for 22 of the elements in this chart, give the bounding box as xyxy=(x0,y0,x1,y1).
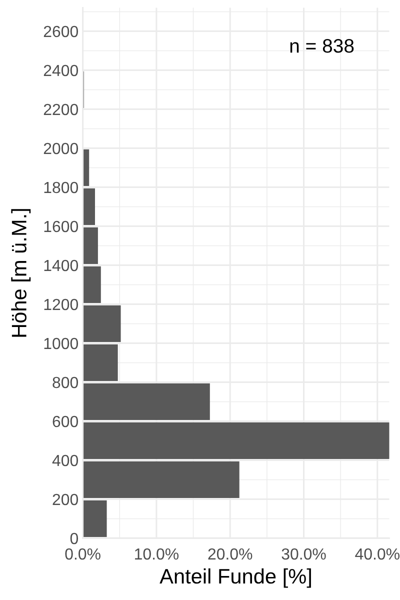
y-tick-label: 2000 xyxy=(44,142,78,154)
x-tick-label: 20.0% xyxy=(208,548,252,560)
y-tick-label: 2400 xyxy=(44,64,78,76)
y-tick-label: 2600 xyxy=(44,26,78,38)
x-axis-title: Anteil Funde [%] xyxy=(160,568,311,588)
y-tick-label: 1800 xyxy=(44,182,78,194)
y-tick-label: 1000 xyxy=(44,338,78,350)
y-tick-label: 2200 xyxy=(44,104,78,116)
y-tick-label: 1400 xyxy=(44,260,78,272)
x-tick-label: 40.0% xyxy=(355,548,400,560)
y-tick-label: 800 xyxy=(52,376,78,388)
y-axis-title: Höhe [m ü.M.] xyxy=(11,209,31,337)
x-tick-label: 30.0% xyxy=(282,548,326,560)
y-tick-label: 0 xyxy=(70,532,78,544)
y-tick-label: 1600 xyxy=(44,220,78,232)
x-tick-label: 10.0% xyxy=(135,548,179,560)
y-tick-label: 200 xyxy=(52,494,78,506)
y-tick-label: 600 xyxy=(52,416,78,428)
y-tick-label: 400 xyxy=(52,454,78,466)
y-tick-label: 1200 xyxy=(44,298,78,310)
x-tick-label: 0.0% xyxy=(65,548,100,560)
annotation: n = 838 xyxy=(290,39,354,53)
